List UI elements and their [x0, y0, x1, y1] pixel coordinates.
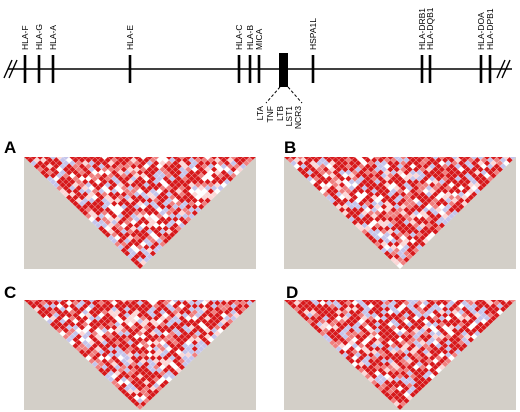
gene-marker-group	[23, 53, 492, 87]
gene-label-hla-dqb1: HLA-DQB1	[425, 7, 435, 50]
gene-label-ltb: LTB	[275, 106, 285, 121]
gene-label-hla-doa: HLA-DOA	[476, 12, 486, 50]
gene-marker-hla-c	[237, 55, 241, 83]
gene-label-hla-b: HLA-B	[245, 25, 255, 50]
gene-marker-hla-f	[23, 55, 27, 83]
gene-marker-hla-drb1	[420, 55, 424, 83]
gene-label-hla-dpb1: HLA-DPB1	[485, 8, 495, 50]
gene-label-ncr3: NCR3	[293, 106, 303, 129]
gene-marker-mica	[257, 55, 261, 83]
chromosome-break-right	[496, 59, 511, 79]
gene-marker-hspa1l	[311, 55, 315, 83]
cluster-connector-lines	[265, 86, 303, 104]
gene-marker-hla-g	[37, 55, 41, 83]
gene-label-hla-f: HLA-F	[20, 25, 30, 50]
gene-label-tnf: TNF	[265, 106, 275, 123]
gene-labels-top: HLA-F HLA-G HLA-A HLA-E HLA-C HLA-B MICA HSPA1L…	[20, 7, 495, 50]
ld-cell-grid	[24, 300, 256, 410]
ld-cell	[136, 262, 144, 269]
panel-label-a: A	[4, 138, 16, 157]
gene-labels-bottom: LTA TNF LTB LST1 NCR3	[255, 106, 303, 129]
gene-label-mica: MICA	[254, 28, 264, 50]
gene-label-hspa1l: HSPA1L	[308, 18, 318, 50]
ld-cell	[136, 403, 144, 410]
ld-panel-c: C	[4, 283, 256, 410]
gene-marker-hla-a	[51, 55, 55, 83]
ld-panel-b: B	[284, 138, 516, 269]
gene-marker-hla-b	[248, 55, 252, 83]
gene-label-lta: LTA	[255, 106, 265, 121]
gene-label-hla-c: HLA-C	[234, 24, 244, 50]
gene-marker-hla-e	[128, 55, 132, 83]
hla-region-gene-map: HLA-F HLA-G HLA-A HLA-E HLA-C HLA-B MICA HSPA1L…	[3, 7, 512, 129]
ld-cell-grid	[284, 157, 516, 269]
ld-cell-grid	[24, 157, 256, 269]
ld-cell	[396, 403, 404, 410]
ld-panel-a: A	[4, 138, 256, 269]
panel-label-c: C	[4, 283, 16, 302]
gene-marker-hla-dpb1	[488, 55, 492, 83]
gene-label-hla-e: HLA-E	[125, 25, 135, 50]
gene-label-lst1: LST1	[284, 106, 294, 127]
class-iii-cluster-block	[279, 53, 288, 87]
ld-cell	[396, 262, 404, 269]
gene-label-hla-drb1: HLA-DRB1	[417, 8, 427, 50]
gene-marker-hla-dqb1	[428, 55, 432, 83]
gene-marker-hla-doa	[479, 55, 483, 83]
ld-cell-grid	[284, 300, 516, 410]
panel-label-d: D	[286, 283, 298, 302]
ld-panel-d: D	[284, 283, 516, 410]
ld-plot-panels: A B C D	[4, 138, 516, 410]
gene-label-hla-a: HLA-A	[48, 25, 58, 50]
chromosome-break-left	[3, 59, 18, 79]
panel-label-b: B	[284, 138, 296, 157]
gene-label-hla-g: HLA-G	[34, 24, 44, 50]
